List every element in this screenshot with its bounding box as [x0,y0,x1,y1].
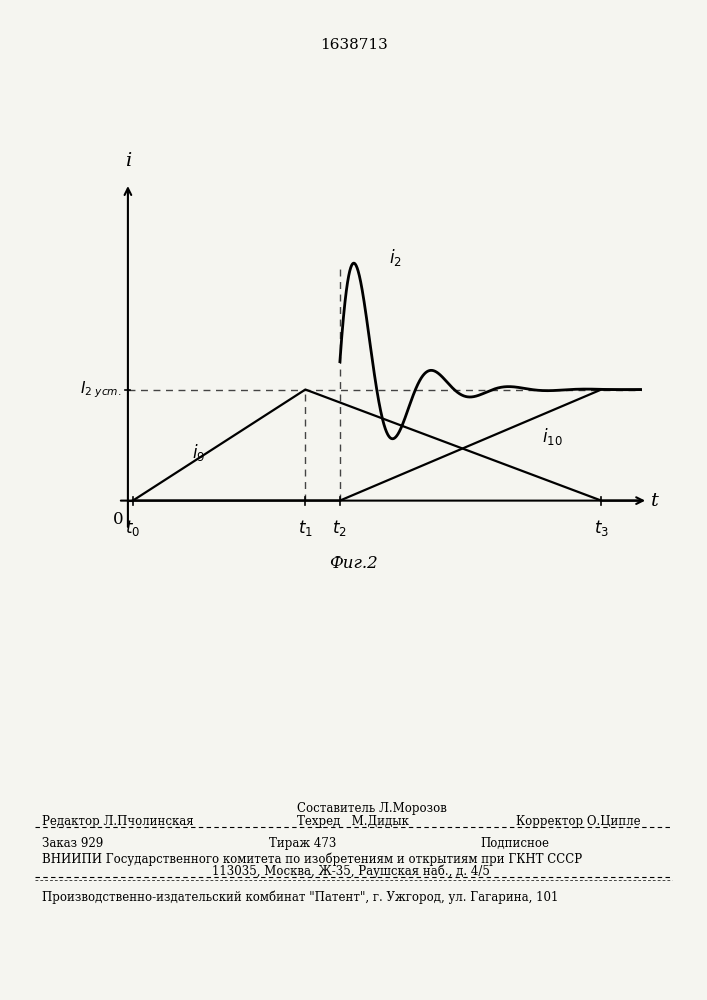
Text: Тираж 473: Тираж 473 [269,837,336,850]
Text: Фиг.2: Фиг.2 [329,555,378,572]
Text: $I_{2\ ycm.}$: $I_{2\ ycm.}$ [81,379,122,400]
Text: Заказ 929: Заказ 929 [42,837,104,850]
Text: $i_2$: $i_2$ [389,247,402,268]
Text: Корректор О.Ципле: Корректор О.Ципле [516,815,641,828]
Text: $t_3$: $t_3$ [594,518,609,538]
Text: Редактор Л.Пчолинская: Редактор Л.Пчолинская [42,815,194,828]
Text: Составитель Л.Морозов: Составитель Л.Морозов [297,802,447,815]
Text: 1638713: 1638713 [320,38,387,52]
Text: t: t [650,492,658,510]
Text: $t_2$: $t_2$ [332,518,347,538]
Text: Подписное: Подписное [481,837,550,850]
Text: 0: 0 [113,511,124,528]
Text: $i_{10}$: $i_{10}$ [542,426,563,447]
Text: ВНИИПИ Государственного комитета по изобретениям и открытиям при ГКНТ СССР: ВНИИПИ Государственного комитета по изоб… [42,852,583,865]
Text: Производственно-издательский комбинат "Патент", г. Ужгород, ул. Гагарина, 101: Производственно-издательский комбинат "П… [42,890,559,904]
Text: Техред   М.Дидык: Техред М.Дидык [297,815,409,828]
Text: $t_0$: $t_0$ [125,518,141,538]
Text: $i_9$: $i_9$ [192,442,205,463]
Text: $t_1$: $t_1$ [298,518,312,538]
Text: i: i [124,152,131,170]
Text: 113035, Москва, Ж-35, Раушская наб., д. 4/5: 113035, Москва, Ж-35, Раушская наб., д. … [212,865,490,879]
